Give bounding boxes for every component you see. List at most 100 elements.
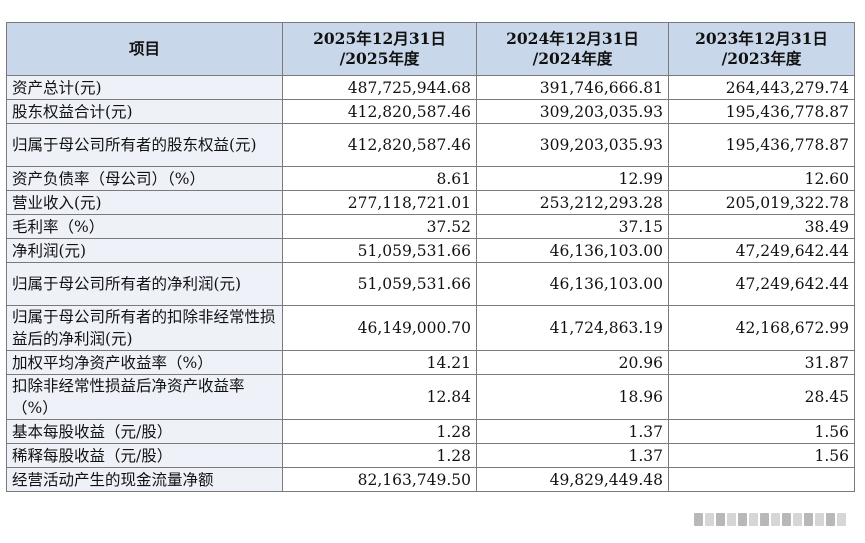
table-row: 毛利率（%） 37.52 37.15 38.49	[6, 214, 855, 239]
table-row: 营业收入(元) 277,118,721.01 253,212,293.28 20…	[6, 190, 855, 215]
value-2023: 31.87	[668, 350, 855, 375]
value-2025: 14.21	[282, 350, 477, 375]
value-2025: 8.61	[282, 166, 477, 191]
value-2024: 46,136,103.00	[476, 262, 669, 306]
value-2023: 38.49	[668, 214, 855, 239]
header-2025-date: 2025年12月31日	[313, 29, 446, 48]
row-label: 基本每股收益（元/股）	[6, 419, 283, 444]
value-2024: 46,136,103.00	[476, 238, 669, 263]
value-2025: 277,118,721.01	[282, 190, 477, 215]
table-row: 归属于母公司所有者的股东权益(元) 412,820,587.46 309,203…	[6, 123, 855, 167]
table-row: 资产总计(元) 487,725,944.68 391,746,666.81 26…	[6, 75, 855, 100]
watermark-mark	[716, 512, 725, 526]
value-2023: 47,249,642.44	[668, 262, 855, 306]
value-2024: 41,724,863.19	[476, 305, 669, 351]
value-2023	[668, 467, 855, 492]
value-2025: 412,820,587.46	[282, 123, 477, 167]
value-2024: 391,746,666.81	[476, 75, 669, 100]
header-2024-year: /2024年度	[532, 49, 613, 68]
value-2025: 487,725,944.68	[282, 75, 477, 100]
header-2024: 2024年12月31日 /2024年度	[476, 22, 669, 76]
value-2023: 1.56	[668, 443, 855, 468]
row-label: 毛利率（%）	[6, 214, 283, 239]
row-label: 股东权益合计(元)	[6, 99, 283, 124]
value-2024: 253,212,293.28	[476, 190, 669, 215]
table-header: 项目 2025年12月31日 /2025年度 2024年12月31日 /2024…	[6, 22, 855, 76]
table-row: 归属于母公司所有者的净利润(元) 51,059,531.66 46,136,10…	[6, 262, 855, 306]
watermark-mark	[826, 512, 835, 526]
financial-data-table: 项目 2025年12月31日 /2025年度 2024年12月31日 /2024…	[6, 22, 855, 492]
table-row: 经营活动产生的现金流量净额 82,163,749.50 49,829,449.4…	[6, 467, 855, 492]
value-2023: 264,443,279.74	[668, 75, 855, 100]
row-label: 资产总计(元)	[6, 75, 283, 100]
watermark-mark	[727, 512, 736, 526]
value-2025: 37.52	[282, 214, 477, 239]
value-2023: 42,168,672.99	[668, 305, 855, 351]
value-2025: 1.28	[282, 443, 477, 468]
watermark-mark	[738, 512, 747, 526]
value-2024: 37.15	[476, 214, 669, 239]
value-2023: 205,019,322.78	[668, 190, 855, 215]
value-2024: 18.96	[476, 374, 669, 420]
value-2025: 1.28	[282, 419, 477, 444]
value-2024: 309,203,035.93	[476, 99, 669, 124]
value-2024: 49,829,449.48	[476, 467, 669, 492]
watermark-mark	[760, 512, 769, 526]
header-row: 项目 2025年12月31日 /2025年度 2024年12月31日 /2024…	[6, 22, 855, 76]
value-2023: 1.56	[668, 419, 855, 444]
value-2025: 12.84	[282, 374, 477, 420]
header-item-label: 项目	[128, 39, 160, 58]
value-2024: 309,203,035.93	[476, 123, 669, 167]
row-label: 加权平均净资产收益率（%）	[6, 350, 283, 375]
header-2023-date: 2023年12月31日	[695, 29, 828, 48]
watermark-mark	[771, 512, 780, 526]
table-row: 净利润(元) 51,059,531.66 46,136,103.00 47,24…	[6, 238, 855, 263]
row-label: 归属于母公司所有者的股东权益(元)	[6, 123, 283, 167]
header-2025: 2025年12月31日 /2025年度	[282, 22, 477, 76]
watermark-mark	[804, 512, 813, 526]
table-row: 基本每股收益（元/股） 1.28 1.37 1.56	[6, 419, 855, 444]
header-item: 项目	[6, 22, 283, 76]
header-2023: 2023年12月31日 /2023年度	[668, 22, 855, 76]
row-label: 资产负债率（母公司）（%）	[6, 166, 283, 191]
value-2024: 20.96	[476, 350, 669, 375]
row-label: 归属于母公司所有者的扣除非经常性损益后的净利润(元)	[6, 305, 283, 351]
row-label: 归属于母公司所有者的净利润(元)	[6, 262, 283, 306]
value-2023: 28.45	[668, 374, 855, 420]
table-row: 稀释每股收益（元/股） 1.28 1.37 1.56	[6, 443, 855, 468]
row-label: 营业收入(元)	[6, 190, 283, 215]
watermark-mark	[782, 512, 791, 526]
value-2025: 82,163,749.50	[282, 467, 477, 492]
value-2025: 412,820,587.46	[282, 99, 477, 124]
value-2024: 12.99	[476, 166, 669, 191]
value-2025: 46,149,000.70	[282, 305, 477, 351]
value-2023: 47,249,642.44	[668, 238, 855, 263]
value-2023: 195,436,778.87	[668, 99, 855, 124]
value-2024: 1.37	[476, 419, 669, 444]
header-2024-date: 2024年12月31日	[506, 29, 639, 48]
row-label: 净利润(元)	[6, 238, 283, 263]
watermark-mark	[793, 512, 802, 526]
value-2025: 51,059,531.66	[282, 262, 477, 306]
value-2025: 51,059,531.66	[282, 238, 477, 263]
row-label: 扣除非经常性损益后净资产收益率（%）	[6, 374, 283, 420]
value-2023: 12.60	[668, 166, 855, 191]
value-2024: 1.37	[476, 443, 669, 468]
table-row: 加权平均净资产收益率（%） 14.21 20.96 31.87	[6, 350, 855, 375]
header-2023-year: /2023年度	[721, 49, 802, 68]
row-label: 稀释每股收益（元/股）	[6, 443, 283, 468]
watermark-mark	[837, 512, 846, 526]
table-row: 资产负债率（母公司）（%） 8.61 12.99 12.60	[6, 166, 855, 191]
table-row: 归属于母公司所有者的扣除非经常性损益后的净利润(元) 46,149,000.70…	[6, 305, 855, 351]
watermark-overlay	[690, 508, 858, 530]
table-row: 股东权益合计(元) 412,820,587.46 309,203,035.93 …	[6, 99, 855, 124]
financial-data-table-wrapper: 项目 2025年12月31日 /2025年度 2024年12月31日 /2024…	[6, 22, 855, 492]
value-2023: 195,436,778.87	[668, 123, 855, 167]
row-label: 经营活动产生的现金流量净额	[6, 467, 283, 492]
table-row: 扣除非经常性损益后净资产收益率（%） 12.84 18.96 28.45	[6, 374, 855, 420]
watermark-mark	[705, 512, 714, 526]
table-body: 资产总计(元) 487,725,944.68 391,746,666.81 26…	[6, 75, 855, 492]
header-2025-year: /2025年度	[339, 49, 420, 68]
watermark-mark	[815, 512, 824, 526]
watermark-mark	[694, 512, 703, 526]
